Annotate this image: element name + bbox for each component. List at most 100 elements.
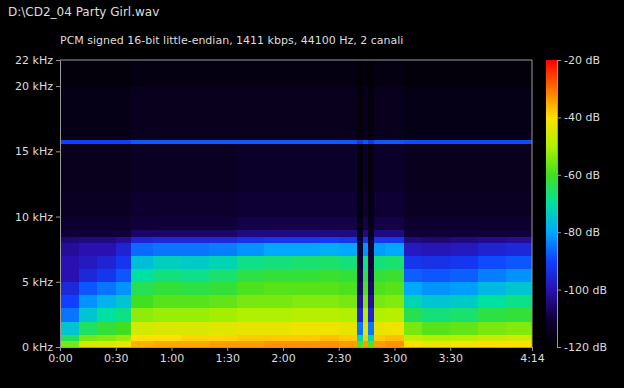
cells [60,60,532,347]
cell [97,269,116,283]
cell [264,243,292,257]
cell [292,256,320,270]
cell [357,295,363,309]
cell [116,340,131,347]
cell [478,243,506,257]
tick-label: 2:00 [271,352,296,365]
cell [97,256,116,270]
cell [374,308,386,322]
cell [363,308,369,322]
cell [422,282,450,296]
cell [131,190,154,217]
cell [209,295,237,309]
cell [153,340,181,347]
cell [374,295,386,309]
cell [97,230,116,237]
cell [209,256,237,270]
tick-label: 22 kHz [15,54,53,67]
cell [97,217,116,231]
cell [209,340,237,347]
cell [506,140,532,145]
cell [506,243,532,257]
plot-background [60,60,532,347]
cell [97,340,116,347]
cell [116,190,131,217]
cell [339,86,358,140]
tick-label: -80 dB [564,226,600,239]
cell [153,140,181,145]
cell [363,60,369,87]
cell [131,236,154,243]
cell [506,236,532,243]
cell [264,295,292,309]
cell [422,243,450,257]
cell [450,60,478,87]
cell [374,140,386,145]
tick-mark [227,347,228,351]
cell [478,190,506,217]
cell [368,321,374,335]
cell [237,308,265,322]
cell [357,86,363,140]
cell [153,308,181,322]
cell [404,282,423,296]
cell [116,282,131,296]
cell [374,256,386,270]
tick-label: 5 kHz [22,276,53,289]
cell [153,256,181,270]
tick: 0 kHz [22,341,60,354]
cell [357,217,363,231]
cell [131,60,154,87]
tick: 4:14 [520,347,545,365]
cell [404,269,423,283]
cell [357,143,363,191]
cell [385,308,404,322]
cell [264,308,292,322]
cell [404,86,423,140]
cell [450,243,478,257]
cell [209,243,237,257]
cell [363,217,369,231]
cell [292,236,320,243]
cell [385,86,404,140]
cell [478,295,506,309]
cell [60,143,79,191]
cell [209,60,237,87]
tick-label: -40 dB [564,111,600,124]
tick-label: 4:14 [520,352,545,365]
cell [422,230,450,237]
cell [153,243,181,257]
cell [131,269,154,283]
cell [363,256,369,270]
cell [404,295,423,309]
cell [478,86,506,140]
cell [374,217,386,231]
cell [368,140,374,145]
cell [181,140,209,145]
cell [264,230,292,237]
cell [363,230,369,237]
cell [478,140,506,145]
cell [292,217,320,231]
tick: 3:30 [438,347,463,365]
cell [368,340,374,347]
cell [368,86,374,140]
cell [209,334,237,341]
cell [181,308,209,322]
cell [385,243,404,257]
tick-label: -60 dB [564,169,600,182]
cell [339,340,358,347]
cell [368,269,374,283]
cell [374,230,386,237]
cell [209,230,237,237]
tick-mark [339,347,340,351]
tick: 5 kHz [22,276,60,289]
cell [368,308,374,322]
cell [292,340,320,347]
cell [79,269,98,283]
cell [181,86,209,140]
cell [131,334,154,341]
tick: 1:00 [160,347,185,365]
cell [292,321,320,335]
cell [422,295,450,309]
